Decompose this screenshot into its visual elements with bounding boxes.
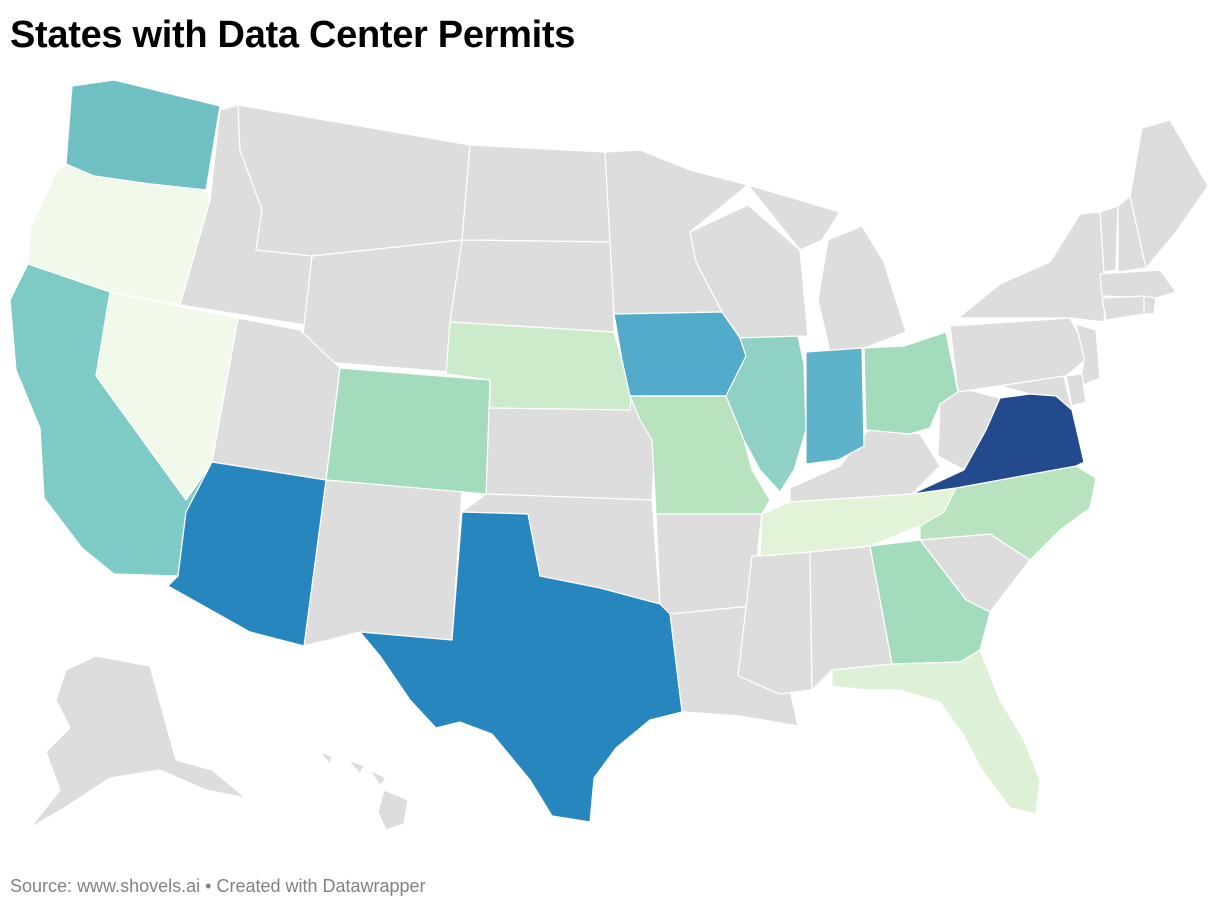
state-IA bbox=[613, 311, 747, 397]
state-OH bbox=[863, 331, 959, 435]
state-OR bbox=[27, 163, 211, 306]
separator-dot: • bbox=[205, 876, 212, 896]
state-AR bbox=[655, 511, 763, 615]
state-ND bbox=[461, 144, 613, 243]
state-AZ bbox=[167, 461, 327, 647]
state-IN bbox=[805, 347, 865, 465]
state-HI bbox=[319, 751, 409, 831]
state-CO bbox=[325, 367, 491, 495]
state-WY bbox=[299, 239, 463, 373]
no-data-states bbox=[29, 104, 1209, 831]
state-TX bbox=[359, 511, 683, 823]
chart-title: States with Data Center Permits bbox=[10, 14, 576, 56]
state-NV bbox=[95, 291, 239, 501]
state-MT bbox=[237, 104, 471, 257]
state-RI bbox=[1143, 295, 1157, 315]
state-FL bbox=[831, 649, 1041, 815]
state-PA bbox=[949, 317, 1091, 393]
state-VA bbox=[911, 393, 1085, 495]
state-NE bbox=[445, 321, 633, 411]
source-link[interactable]: www.shovels.ai bbox=[77, 876, 201, 896]
state-MI bbox=[747, 184, 907, 353]
state-NJ bbox=[1075, 323, 1101, 387]
source-footer: Source: www.shovels.ai • Created with Da… bbox=[10, 874, 426, 898]
state-CT bbox=[1101, 295, 1145, 321]
state-ME bbox=[1129, 119, 1209, 269]
state-IL bbox=[725, 335, 807, 493]
state-NM bbox=[303, 479, 463, 647]
state-NY bbox=[957, 211, 1107, 323]
state-MA bbox=[1099, 269, 1177, 299]
state-AK bbox=[29, 655, 247, 829]
state-SD bbox=[449, 239, 615, 333]
state-DE bbox=[1065, 373, 1087, 407]
data-states bbox=[9, 79, 1097, 823]
state-VT bbox=[1099, 205, 1119, 273]
state-NC bbox=[919, 465, 1097, 561]
source-label: Source: bbox=[10, 876, 73, 896]
credit-text: Created with Datawrapper bbox=[216, 876, 426, 896]
